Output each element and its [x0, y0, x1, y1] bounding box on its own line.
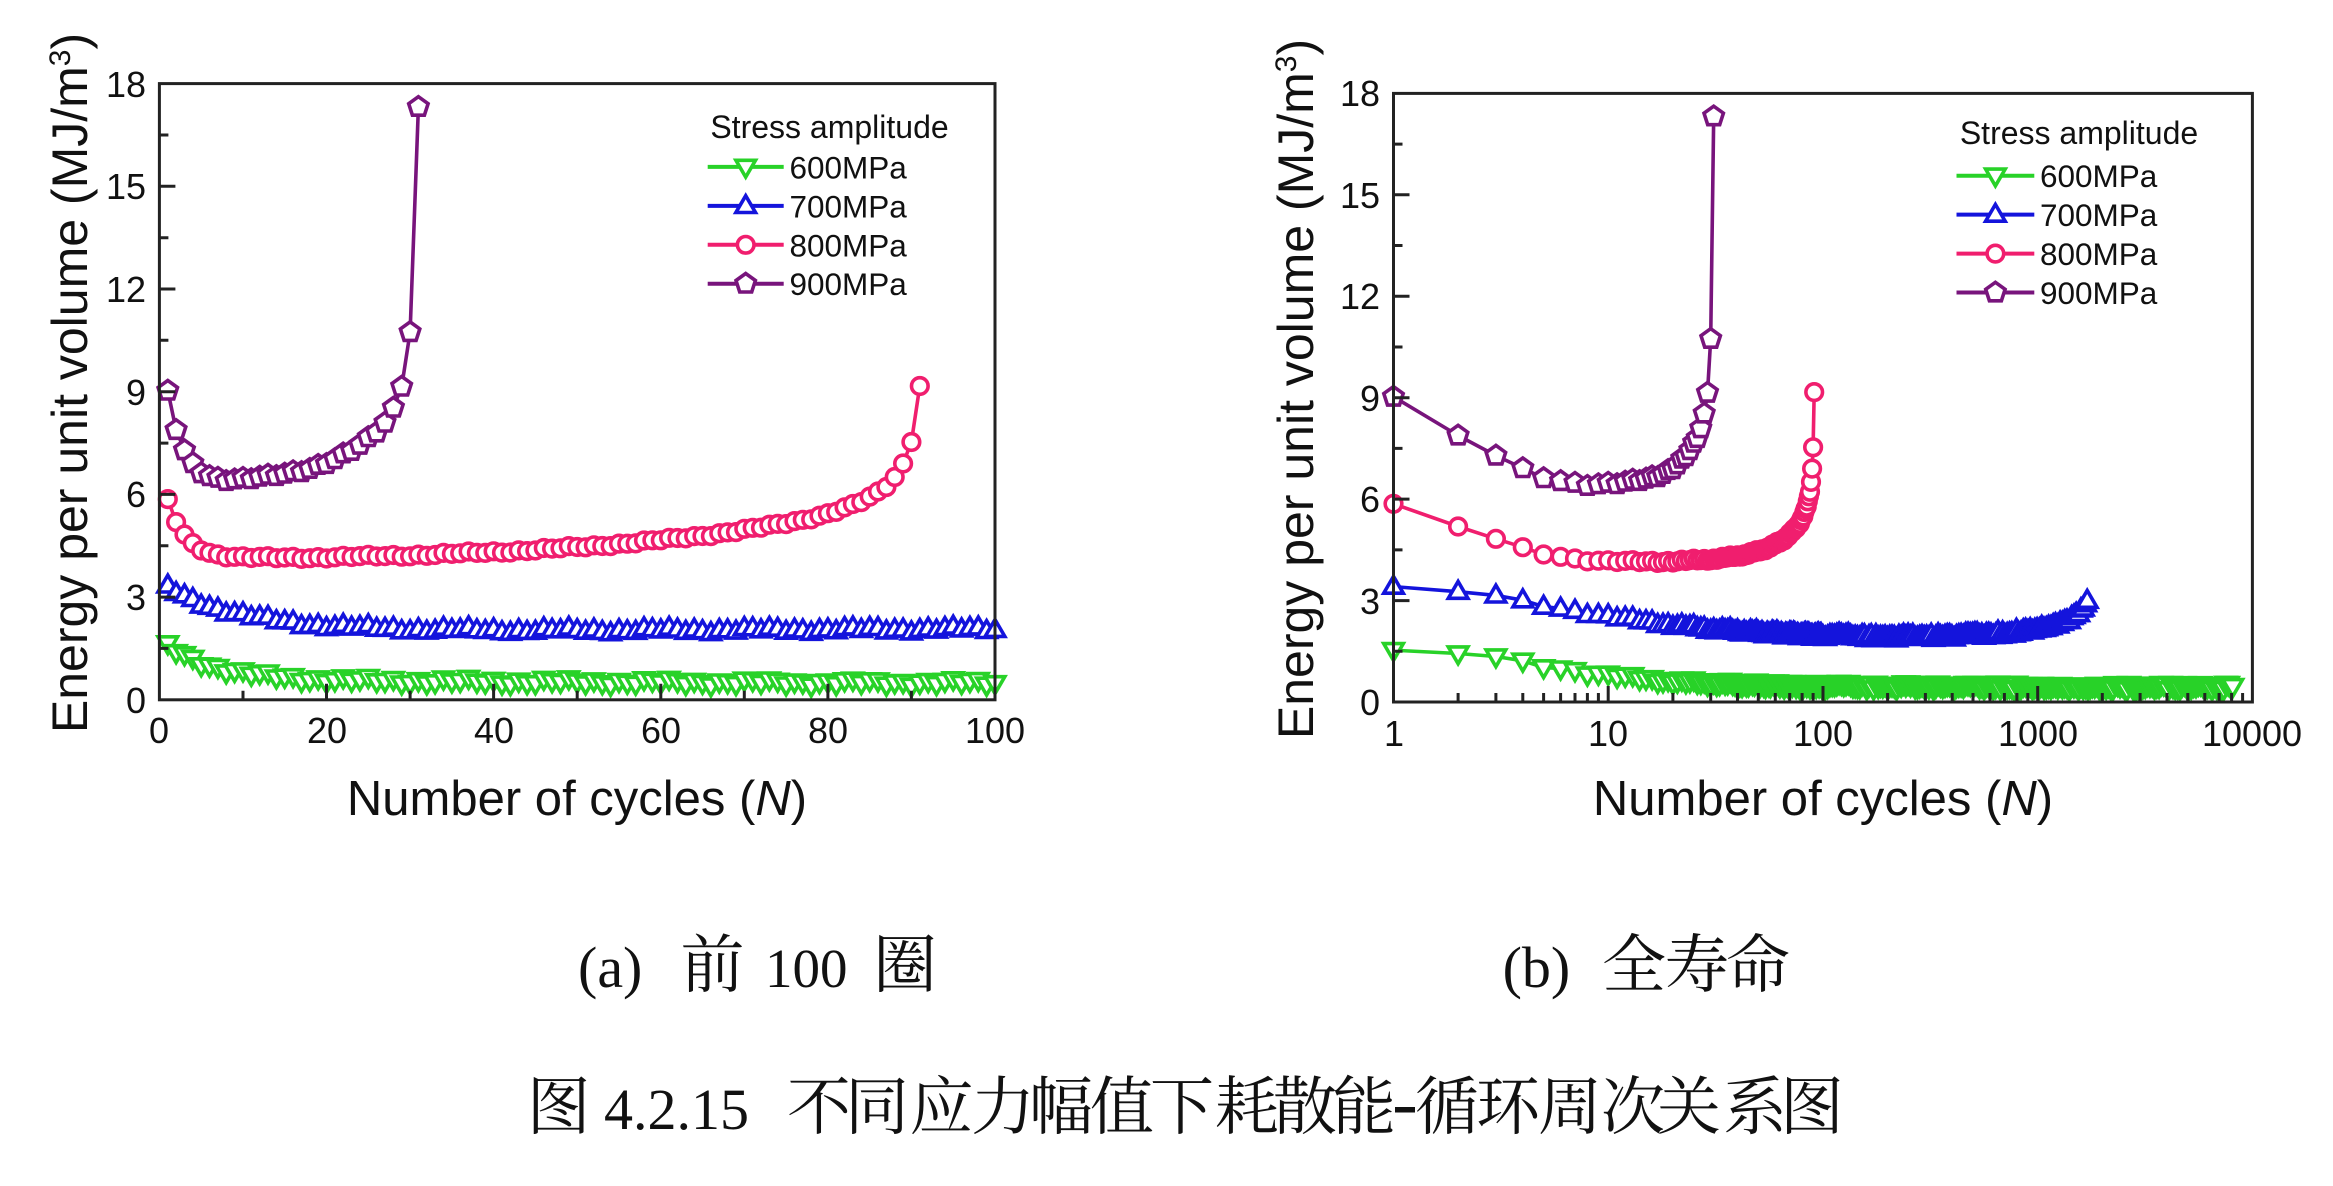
svg-text:0: 0 — [1360, 682, 1380, 723]
svg-text:1: 1 — [1384, 713, 1404, 754]
svg-text:12: 12 — [1340, 276, 1380, 317]
svg-text:700MPa: 700MPa — [790, 188, 908, 224]
svg-text:1000: 1000 — [1998, 713, 2078, 754]
svg-text:18: 18 — [1340, 73, 1380, 114]
svg-text:600MPa: 600MPa — [2040, 158, 2158, 194]
svg-text:9: 9 — [126, 372, 146, 413]
svg-text:10000: 10000 — [2202, 713, 2302, 754]
svg-text:700MPa: 700MPa — [2040, 197, 2158, 233]
svg-text:(b): (b) — [1503, 935, 1571, 1000]
svg-text:9: 9 — [1360, 378, 1380, 419]
svg-text:Stress amplitude: Stress amplitude — [1960, 115, 2198, 151]
svg-text:600MPa: 600MPa — [790, 149, 908, 185]
svg-text:Stress amplitude: Stress amplitude — [710, 109, 948, 145]
svg-text:12: 12 — [106, 269, 146, 310]
svg-text:60: 60 — [641, 710, 681, 751]
svg-text:100: 100 — [965, 710, 1025, 751]
svg-text:900MPa: 900MPa — [2040, 275, 2158, 311]
svg-text:18: 18 — [106, 64, 146, 105]
svg-text:800MPa: 800MPa — [790, 227, 908, 263]
svg-text:800MPa: 800MPa — [2040, 236, 2158, 272]
svg-text:15: 15 — [1340, 175, 1380, 216]
svg-text:6: 6 — [1360, 479, 1380, 520]
svg-text:3: 3 — [126, 577, 146, 618]
svg-text:Number of cycles (N): Number of cycles (N) — [1593, 772, 2053, 826]
svg-text:40: 40 — [474, 710, 514, 751]
svg-text:Number of cycles (N): Number of cycles (N) — [347, 772, 807, 826]
svg-text:4.2.15: 4.2.15 — [604, 1077, 749, 1142]
svg-text:900MPa: 900MPa — [790, 266, 908, 302]
svg-text:0: 0 — [126, 680, 146, 721]
svg-text:(a): (a) — [578, 935, 642, 1000]
svg-text:3: 3 — [1360, 581, 1380, 622]
svg-text:Energy per unit volume (MJ/m3): Energy per unit volume (MJ/m3) — [1268, 39, 1324, 739]
svg-text:10: 10 — [1588, 713, 1628, 754]
svg-text:15: 15 — [106, 166, 146, 207]
svg-text:80: 80 — [808, 710, 848, 751]
svg-text:100: 100 — [1793, 713, 1853, 754]
svg-text:0: 0 — [149, 710, 169, 751]
svg-text:20: 20 — [307, 710, 347, 751]
svg-text:6: 6 — [126, 474, 146, 515]
svg-text:100: 100 — [765, 938, 848, 999]
svg-text:Energy per unit volume (MJ/m3): Energy per unit volume (MJ/m3) — [42, 33, 98, 733]
